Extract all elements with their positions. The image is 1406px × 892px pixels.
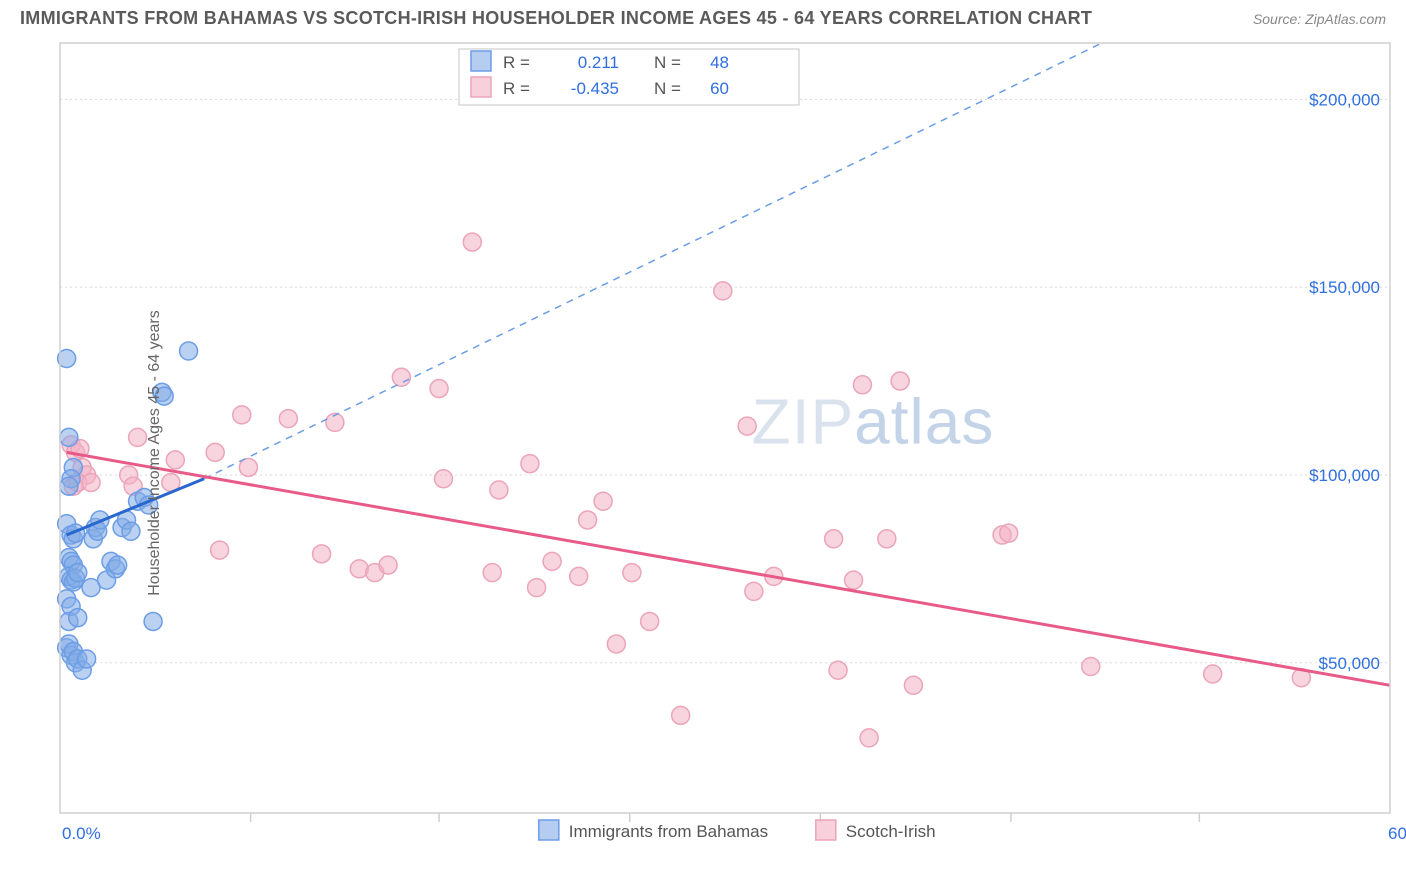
data-point [69,564,87,582]
data-point [738,417,756,435]
data-point [623,564,641,582]
legend-n-label: N = [654,79,681,98]
data-point [829,661,847,679]
data-point [607,635,625,653]
legend-r-value: -0.435 [571,79,619,98]
data-point [463,233,481,251]
data-point [78,650,96,668]
data-point [109,556,127,574]
trend-line-pink [67,452,1390,685]
data-point [641,612,659,630]
data-point [180,342,198,360]
data-point [853,376,871,394]
data-point [483,564,501,582]
x-tick-label: 60.0% [1388,824,1406,843]
legend-r-value: 0.211 [578,53,619,72]
legend-r-label: R = [503,79,530,98]
data-point [904,676,922,694]
data-point [430,380,448,398]
data-point [122,522,140,540]
data-point [129,428,147,446]
data-point [166,451,184,469]
legend-n-value: 60 [710,79,729,98]
data-point [745,582,763,600]
legend-series-label: Immigrants from Bahamas [569,822,768,841]
legend-swatch [816,820,836,840]
x-tick-label: 0.0% [62,824,101,843]
data-point [60,477,78,495]
data-point [313,545,331,563]
data-point [1082,658,1100,676]
data-point [878,530,896,548]
source-name: ZipAtlas.com [1305,11,1386,27]
watermark: ZIPatlas [752,385,995,457]
data-point [570,567,588,585]
data-point [825,530,843,548]
data-point [490,481,508,499]
data-point [860,729,878,747]
data-point [1000,524,1018,542]
data-point [891,372,909,390]
data-point [434,470,452,488]
legend-n-label: N = [654,53,681,72]
data-point [392,368,410,386]
data-point [543,552,561,570]
chart-title: IMMIGRANTS FROM BAHAMAS VS SCOTCH-IRISH … [20,8,1092,29]
data-point [279,410,297,428]
legend-series-label: Scotch-Irish [846,822,936,841]
data-point [845,571,863,589]
legend-swatch [471,51,491,71]
source-attribution: Source: ZipAtlas.com [1253,11,1386,27]
legend-swatch [539,820,559,840]
data-point [1204,665,1222,683]
data-point [379,556,397,574]
plot-border [60,43,1390,813]
data-point [714,282,732,300]
data-point [60,428,78,446]
y-axis-label: Householder Income Ages 45 - 64 years [146,310,164,596]
data-point [233,406,251,424]
data-point [211,541,229,559]
y-tick-label: $200,000 [1309,90,1380,109]
data-point [528,579,546,597]
data-point [672,706,690,724]
scatter-chart: ZIPatlas $50,000 $100,000 $150,000 $200,000 0… [0,33,1406,873]
data-point [239,458,257,476]
legend-swatch [471,77,491,97]
data-point [521,455,539,473]
y-tick-label: $50,000 [1319,654,1380,673]
y-tick-label: $100,000 [1309,466,1380,485]
data-point [206,443,224,461]
data-point [144,612,162,630]
data-point [594,492,612,510]
data-point [579,511,597,529]
y-tick-label: $150,000 [1309,278,1380,297]
data-point [69,609,87,627]
legend-n-value: 48 [710,53,729,72]
source-prefix: Source: [1253,11,1305,27]
data-point [82,473,100,491]
legend-r-label: R = [503,53,530,72]
